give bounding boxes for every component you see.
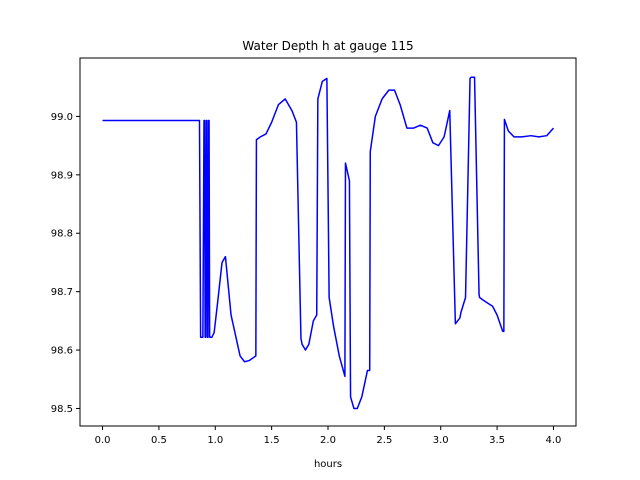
x-axis-label: hours — [314, 459, 342, 470]
y-tick-label: 99.0 — [51, 112, 73, 123]
y-tick-label: 98.8 — [51, 229, 73, 240]
y-tick-label: 98.5 — [51, 404, 73, 415]
x-tick-label: 2.0 — [320, 435, 336, 446]
series-layer — [102, 76, 555, 410]
x-tick-label: 0.0 — [95, 435, 111, 446]
x-tick-label: 3.5 — [489, 435, 505, 446]
x-tick-label: 2.5 — [376, 435, 392, 446]
x-tick-label: 3.0 — [433, 435, 449, 446]
x-tick-label: 1.0 — [207, 435, 223, 446]
x-tick-label: 4.0 — [546, 435, 562, 446]
plot-area — [79, 57, 577, 427]
x-tick-label: 1.5 — [264, 435, 280, 446]
chart-title: Water Depth h at gauge 115 — [242, 39, 413, 53]
y-tick-label: 98.6 — [51, 346, 73, 357]
series-line-0 — [102, 76, 555, 410]
y-tick-label: 98.9 — [51, 170, 73, 181]
x-axis: 0.0 0.5 1.0 1.5 2.0 2.5 3.0 3.5 4.0 — [95, 426, 562, 446]
y-tick-label: 98.7 — [51, 287, 73, 298]
y-axis: 98.5 98.6 98.7 98.8 98.9 99.0 — [51, 112, 80, 415]
x-tick-label: 0.5 — [151, 435, 167, 446]
